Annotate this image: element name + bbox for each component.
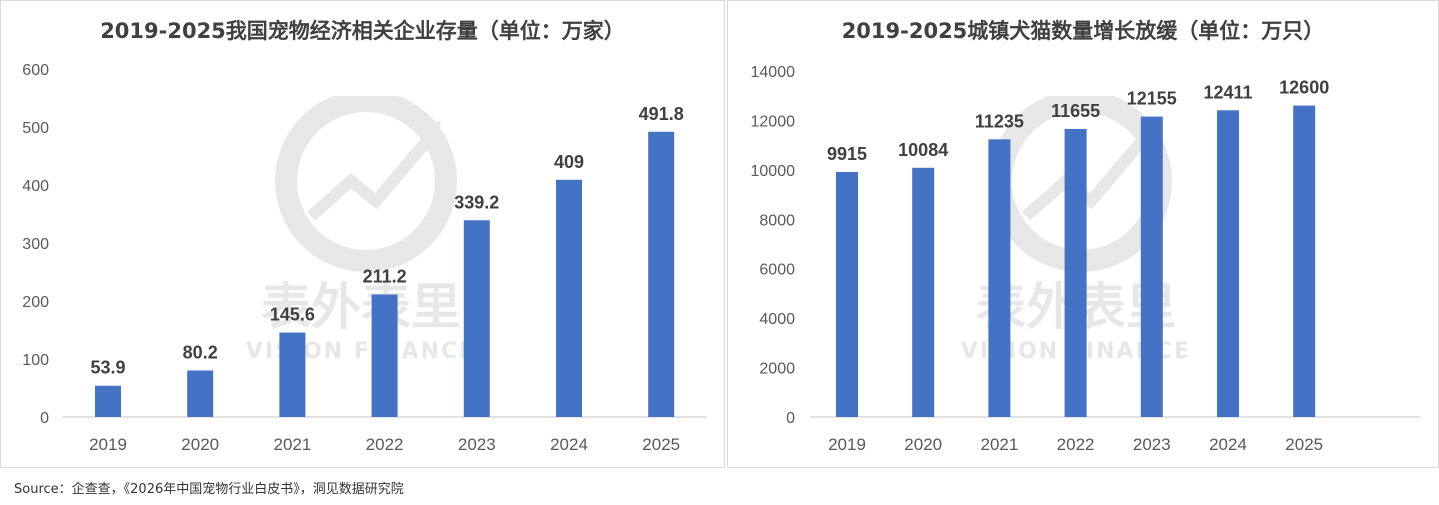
x-tick-label: 2020 <box>181 435 219 454</box>
x-tick-label: 2024 <box>550 435 588 454</box>
y-tick-label: 8000 <box>759 212 795 229</box>
data-label: 339.2 <box>454 192 499 212</box>
x-tick-label: 2020 <box>904 435 942 454</box>
chart-panel-pets: 2019-2025城镇犬猫数量增长放缓（单位：万只） 表外表里 VISION F… <box>727 0 1439 468</box>
data-label: 11655 <box>1051 101 1100 121</box>
y-tick-label: 14000 <box>751 64 796 81</box>
x-tick-label: 2022 <box>366 435 404 454</box>
source-note: Source：企查查，《2026年中国宠物行业白皮书》，洞见数据研究院 <box>14 482 404 497</box>
bar-2020 <box>187 370 214 417</box>
data-label: 491.8 <box>639 104 684 124</box>
data-label: 10084 <box>898 140 948 160</box>
data-label: 11235 <box>975 111 1024 131</box>
x-tick-label: 2023 <box>1133 435 1171 454</box>
data-label: 12411 <box>1203 82 1252 102</box>
x-tick-label: 2022 <box>1057 435 1095 454</box>
y-tick-label: 200 <box>22 294 49 311</box>
bar-2019 <box>836 171 858 417</box>
y-tick-label: 2000 <box>759 361 795 378</box>
x-tick-label: 2019 <box>828 435 866 454</box>
bar-2021 <box>279 332 306 417</box>
bar-2024 <box>556 179 582 417</box>
data-label: 145.6 <box>270 305 315 325</box>
chart-title-enterprises: 2019-2025我国宠物经济相关企业存量（单位：万家） <box>100 19 625 43</box>
x-tick-label: 2023 <box>458 435 496 454</box>
data-label: 9915 <box>827 144 867 164</box>
y-tick-label: 12000 <box>751 113 796 130</box>
y-tick-label: 500 <box>22 120 49 137</box>
y-tick-label: 4000 <box>759 311 795 328</box>
bar-2023 <box>1140 116 1163 418</box>
bar-2022 <box>1064 128 1087 417</box>
bar-2020 <box>912 167 935 417</box>
y-tick-label: 400 <box>22 178 49 195</box>
bar-2019 <box>95 385 121 417</box>
bar-2021 <box>988 139 1011 417</box>
x-tick-label: 2025 <box>1285 435 1323 454</box>
bar-2024 <box>1217 110 1239 418</box>
bar-chart-pets: 0 2000 4000 6000 8000 10000 12000 14000 9915 2019… <box>751 64 1420 454</box>
chart-title-pets: 2019-2025城镇犬猫数量增长放缓（单位：万只） <box>841 19 1325 43</box>
data-label: 211.2 <box>363 267 407 287</box>
y-tick-label: 300 <box>22 236 49 253</box>
bar-2023 <box>463 220 490 417</box>
x-tick-label: 2021 <box>980 435 1018 454</box>
y-tick-label: 10000 <box>751 163 796 180</box>
x-tick-label: 2025 <box>642 435 680 454</box>
data-label: 80.2 <box>183 342 218 362</box>
bar-2025 <box>1293 105 1316 417</box>
data-label: 12155 <box>1127 89 1177 109</box>
data-label: 409 <box>554 152 584 172</box>
y-tick-label: 6000 <box>759 262 795 279</box>
data-label: 12600 <box>1279 78 1329 98</box>
x-tick-label: 2024 <box>1209 435 1247 454</box>
y-tick-label: 0 <box>786 410 795 427</box>
data-label: 53.9 <box>90 358 125 378</box>
bar-chart-enterprises: 0 100 200 300 400 500 600 53.9 2019 80.2 2020 145.6… <box>22 62 707 454</box>
y-tick-label: 600 <box>22 62 49 79</box>
bar-2022 <box>371 294 398 417</box>
x-tick-label: 2019 <box>89 435 127 454</box>
bar-2025 <box>648 131 675 418</box>
y-tick-label: 100 <box>22 352 49 369</box>
y-tick-label: 0 <box>40 410 49 427</box>
chart-panel-enterprises: 2019-2025我国宠物经济相关企业存量（单位：万家） 表外表里 VISION… <box>0 0 725 468</box>
x-tick-label: 2021 <box>273 435 311 454</box>
